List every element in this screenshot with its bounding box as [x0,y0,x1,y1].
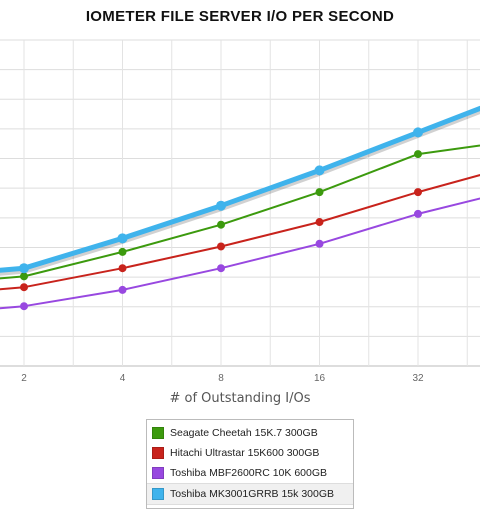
legend: Seagate Cheetah 15K.7 300GB Hitachi Ultra… [146,419,354,509]
line-chart: 2 4 8 16 32 [0,39,480,384]
x-tick-label: 8 [218,373,224,384]
legend-swatch [152,467,164,479]
x-axis-label: # of Outstanding I/Os [169,391,311,406]
series-1 [0,174,480,292]
data-point [217,264,225,273]
chart-title: IOMETER FILE SERVER I/O PER SECOND [85,8,395,25]
grid [0,39,480,367]
x-tick-label: 16 [314,373,326,384]
data-point [117,233,128,244]
legend-item: Toshiba MK3001GRRB 15k 300GB [147,483,353,505]
legend-swatch [152,488,164,500]
legend-item: Seagate Cheetah 15K.7 300GB [147,423,353,443]
series-2 [0,197,480,311]
series-layer [0,105,480,311]
data-point [118,264,127,273]
legend-item: Hitachi Ultrastar 15K600 300GB [147,443,353,463]
data-point [314,165,325,176]
series-0 [0,144,480,281]
legend-label: Toshiba MBF2600RC 10K 600GB [170,467,328,479]
data-point [414,188,422,197]
data-point [20,283,28,292]
legend-swatch [152,447,164,459]
data-point [216,200,226,211]
data-point [118,247,127,256]
x-tick-label: 4 [120,373,126,384]
data-point [413,127,423,138]
x-axis-ticks: 2 4 8 16 32 [21,373,424,384]
legend-item: Toshiba MBF2600RC 10K 600GB [147,463,353,483]
data-point [315,188,324,197]
data-point [414,209,422,218]
data-point [20,272,28,281]
legend-label: Seagate Cheetah 15K.7 300GB [170,427,318,439]
series-3 [0,105,480,276]
data-point [315,239,324,248]
x-tick-label: 32 [412,373,424,384]
data-point [217,220,225,229]
legend-label: Hitachi Ultrastar 15K600 300GB [170,447,320,459]
data-point [315,218,324,227]
data-point [217,242,225,251]
series-line [0,105,480,273]
data-point [19,263,29,274]
data-point [414,150,422,159]
series-line [0,174,480,291]
legend-swatch [152,427,164,439]
legend-label: Toshiba MK3001GRRB 15k 300GB [170,488,335,500]
data-point [118,285,127,294]
x-tick-label: 2 [21,373,27,384]
data-point [20,302,28,311]
